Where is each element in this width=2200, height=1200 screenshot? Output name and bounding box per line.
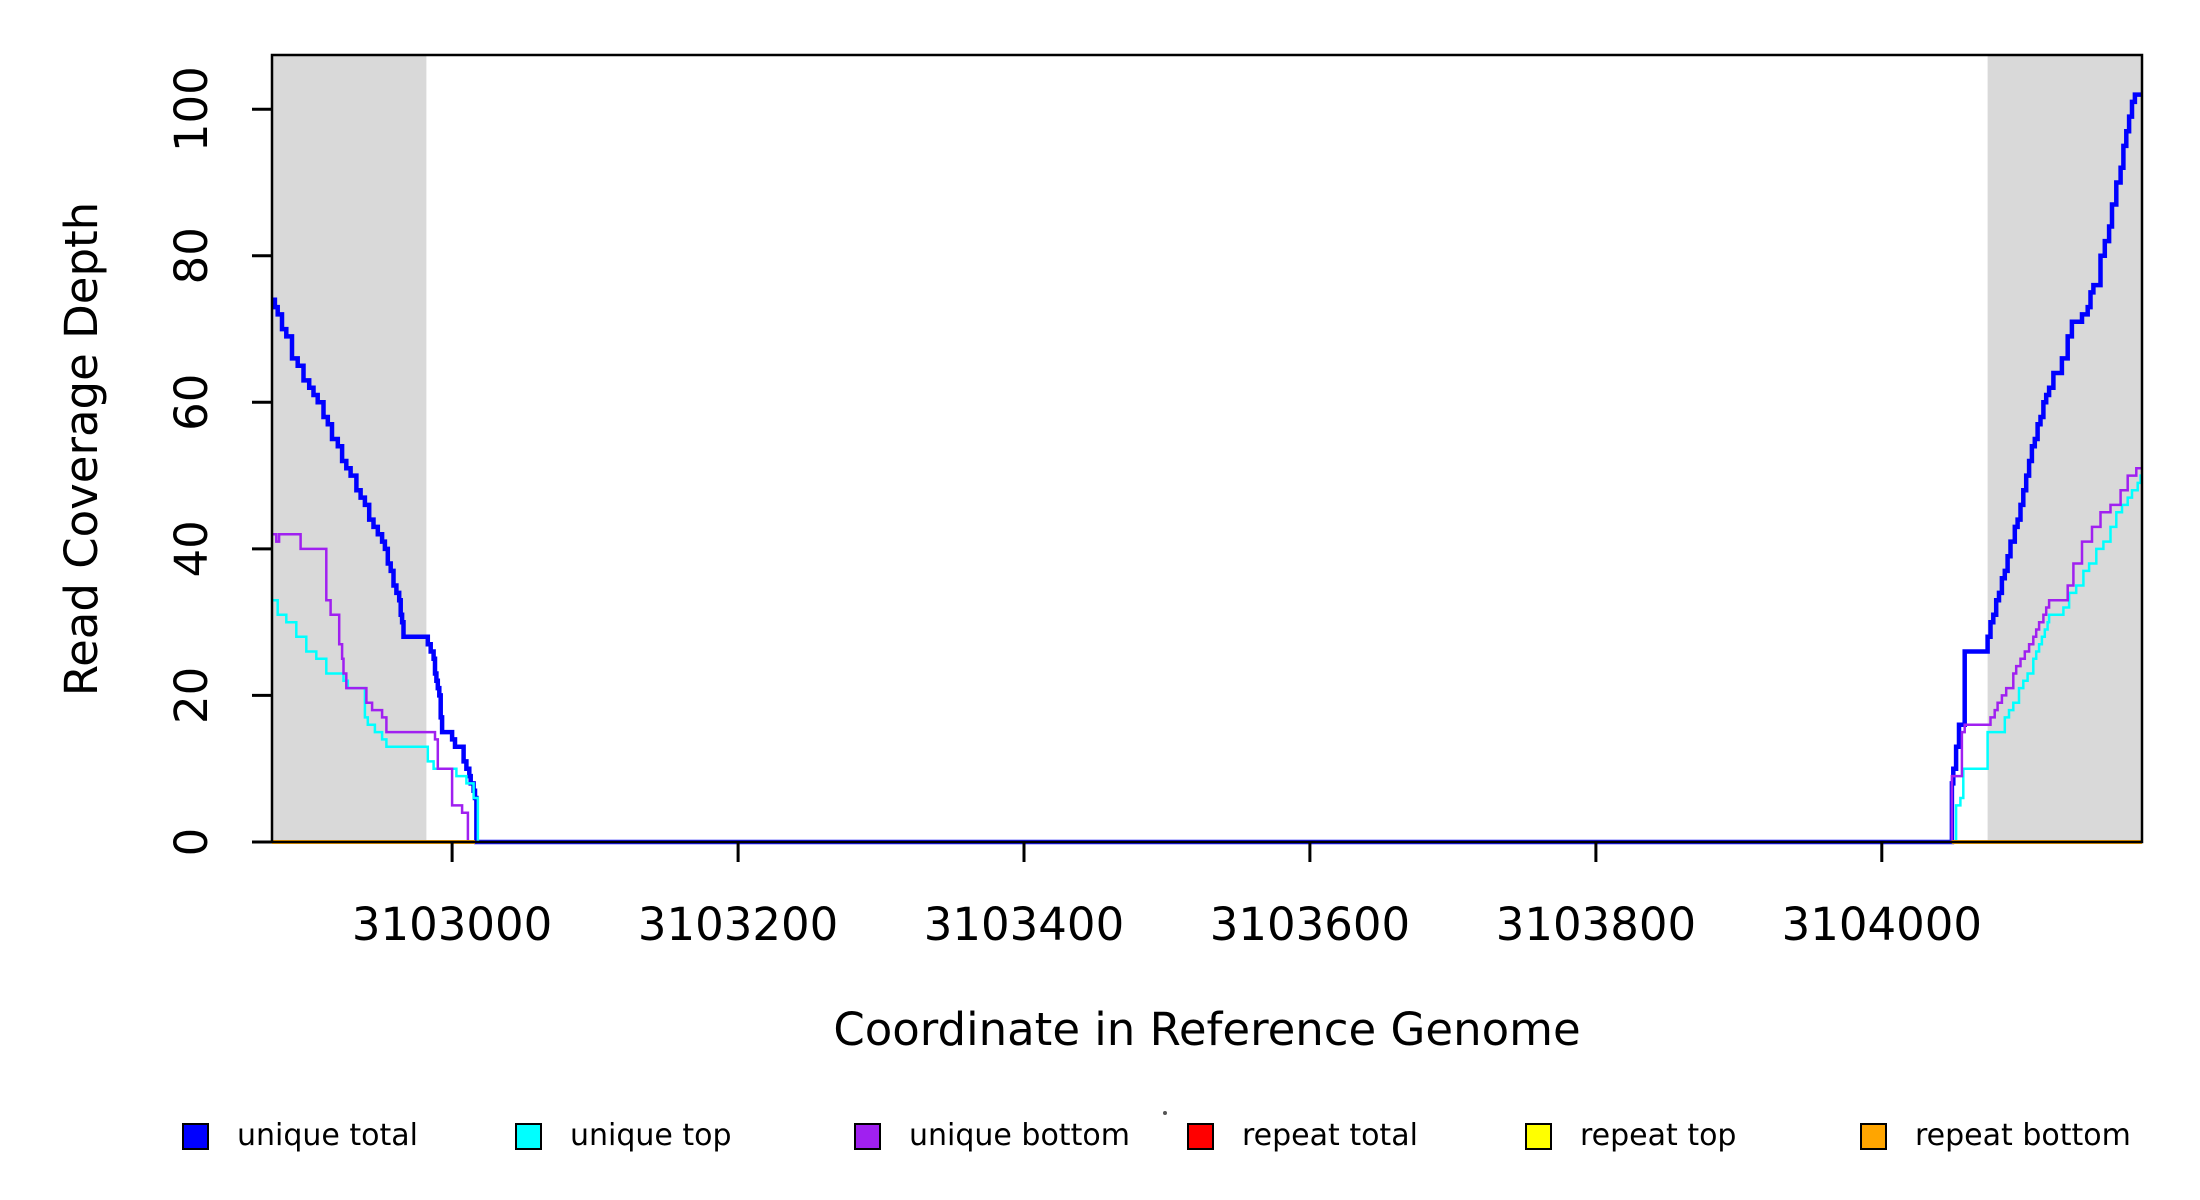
legend-item-repeat-total: repeat total	[1187, 1120, 1418, 1152]
series-unique-total	[272, 92, 2142, 845]
y-tick-label: 0	[165, 828, 218, 857]
x-tick-label: 3103400	[924, 898, 1124, 951]
y-axis-title: Read Coverage Depth	[55, 202, 108, 696]
x-tick-label: 3103600	[1210, 898, 1410, 951]
axis-ticks	[252, 107, 1884, 862]
x-axis-title: Coordinate in Reference Genome	[833, 1003, 1580, 1056]
legend-label: unique total	[237, 1118, 419, 1153]
x-tick-label: 3103800	[1496, 898, 1696, 951]
x-tick-label: 3103200	[638, 898, 838, 951]
legend-label: unique top	[570, 1118, 732, 1153]
legend-label: unique bottom	[909, 1118, 1130, 1153]
legend-item-unique-total: unique total	[182, 1120, 418, 1152]
y-tick-label: 40	[165, 520, 218, 577]
unique-top-swatch-icon	[515, 1122, 542, 1150]
legend-item-repeat-bottom: repeat bottom	[1860, 1120, 2131, 1152]
legend-label: repeat total	[1242, 1118, 1418, 1153]
legend-item-unique-bottom: unique bottom	[854, 1120, 1130, 1152]
axis-tick-labels: 3103000 3103200 3103400 3103600 3103800 31040…	[165, 66, 1982, 951]
legend-label: repeat top	[1580, 1118, 1737, 1153]
repeat-total-swatch-icon	[1187, 1122, 1214, 1150]
repeat-region-bands	[272, 55, 2142, 842]
y-tick-label: 60	[165, 374, 218, 431]
series-unique-bottom	[272, 467, 2142, 844]
plot-border	[270, 53, 2144, 844]
legend-item-repeat-top: repeat top	[1525, 1120, 1736, 1152]
repeat-top-swatch-icon	[1525, 1122, 1552, 1150]
series-unique-top	[272, 474, 2142, 844]
legend-item-unique-top: unique top	[515, 1120, 732, 1152]
legend-label: repeat bottom	[1915, 1118, 2131, 1153]
unique-total-swatch-icon	[182, 1122, 209, 1150]
x-tick-label: 3104000	[1782, 898, 1982, 951]
y-tick-label: 80	[165, 227, 218, 284]
y-tick-label: 20	[165, 667, 218, 724]
coverage-series-lines	[272, 92, 2142, 845]
x-tick-label: 3103000	[352, 898, 552, 951]
repeat-bottom-swatch-icon	[1860, 1122, 1887, 1150]
repeat-region-band	[272, 55, 427, 842]
stray-dot	[1163, 1111, 1167, 1115]
y-tick-label: 100	[165, 66, 218, 152]
unique-bottom-swatch-icon	[854, 1122, 881, 1150]
